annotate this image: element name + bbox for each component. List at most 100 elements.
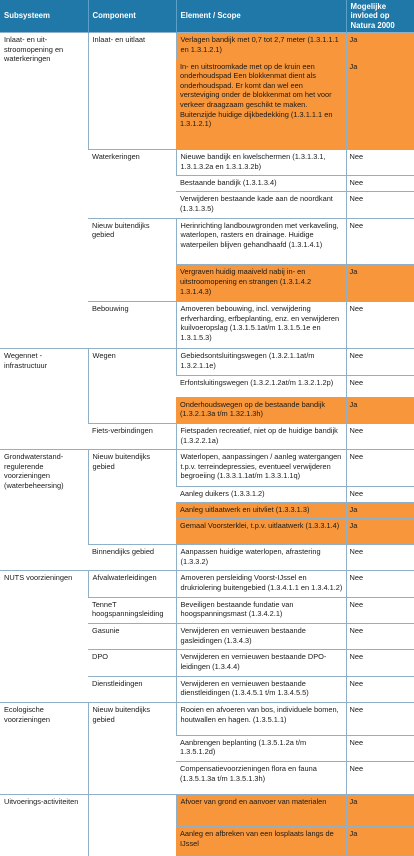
table-row: Compensatievoorzieningen flora en fauna …	[0, 761, 414, 795]
table-row: Onderhoudswegen op de bestaande bandijk …	[0, 396, 414, 424]
element-scope-cell: Amoveren persleiding Voorst-IJssel en dr…	[175, 570, 346, 598]
component-cell: Nieuw buitendijks gebied	[88, 217, 176, 302]
natura-effect-cell: Nee	[345, 761, 414, 795]
component-cell: Gasunie	[88, 623, 176, 650]
element-scope-cell: Waterlopen, aanpassingen / aanleg waterg…	[175, 449, 346, 487]
element-scope-cell: Rooien en afvoeren van bos, individuele …	[175, 702, 346, 736]
table-row: Uitvoerings-activiteiten Afvoer van grond…	[0, 793, 414, 856]
element-scope-cell: Gebiedsontsluitingswegen (1.3.2.1.1at/m …	[175, 348, 346, 376]
element-scope-cell: Onderhoudswegen op de bestaande bandijk …	[176, 396, 346, 424]
table-row: Aanleg uitlaatwerk en uitvliet (1.3.3.1.…	[0, 501, 414, 519]
natura-effect-cell: Nee	[345, 301, 414, 349]
subsystem-cell: Grondwaterstand-regulerende voorzieninge…	[0, 449, 88, 571]
element-scope-cell: Beveiligen bestaande fundatie van hoogsp…	[175, 596, 346, 624]
natura-effect-cell: Nee	[345, 191, 414, 219]
element-scope-cell: Amoveren bebouwing, incl. verwijdering e…	[175, 301, 346, 349]
table-row: Grondwaterstand-regulerende voorzieninge…	[0, 449, 414, 571]
table-row: Dienstleidingen Verwijderen en vernieuwen…	[0, 675, 414, 703]
component-cell: Dienstleidingen	[88, 675, 176, 703]
element-scope-cell: Afvoer van grond en aanvoer van material…	[175, 793, 346, 827]
natura-effect-cell: Ja	[345, 517, 414, 545]
table-row: Waterkeringen Nieuwe bandijk en kwelscher…	[0, 148, 414, 219]
table-row: In- en uitstroomkade met op de kruin een…	[0, 58, 414, 150]
natura-effect-cell: Nee	[345, 422, 414, 450]
element-scope-cell: Erfontsluitingswegen (1.3.2.1.2at/m 1.3.…	[176, 374, 346, 398]
table-row: TenneT hoogspanningsleiding Beveiligen be…	[0, 596, 414, 624]
table-row: Fiets-verbindingen Fietspaden recreatief,…	[0, 422, 414, 450]
table-body: Inlaat- en uit-stroomopening en waterker…	[0, 32, 414, 856]
table-row: Binnendijks gebied Aanpassen huidige wate…	[0, 543, 414, 571]
table-row: Gasunie Verwijderen en vernieuwen bestaan…	[0, 623, 414, 650]
element-scope-cell: Compensatievoorzieningen flora en fauna …	[176, 761, 346, 795]
element-scope-cell: Gemaal Voorsterklei, t.p.v. uitlaatwerk …	[176, 517, 346, 545]
table-row: Inlaat- en uit-stroomopening en waterker…	[0, 32, 414, 349]
element-scope-cell: Nieuwe bandijk en kwelschermen (1.3.1.3.…	[175, 148, 346, 176]
table-row: Gemaal Voorsterklei, t.p.v. uitlaatwerk …	[0, 517, 414, 545]
header-element-scope: Element / Scope	[176, 0, 347, 33]
element-scope-cell: Verwijderen en vernieuwen bestaande gasl…	[175, 623, 346, 650]
element-scope-cell: Herinrichting landbouwgronden met verkav…	[175, 217, 346, 265]
element-scope-cell: Verwijderen en vernieuwen bestaande dien…	[175, 675, 346, 703]
element-scope-cell: Fietspaden recreatief, niet op de huidig…	[175, 422, 346, 450]
natura-effect-cell: Ja	[345, 396, 414, 424]
component-cell	[87, 793, 176, 856]
table-row: Wegennet - infrastructuur Wegen Gebiedsont…	[0, 348, 414, 450]
table-row: DPO Verwijderen en vernieuwen bestaande D…	[0, 649, 414, 677]
component-cell: Afvalwaterleidingen	[87, 570, 176, 598]
natura-effect-cell: Ja	[345, 793, 414, 827]
element-scope-cell: Verwijderen bestaande kade aan de noordk…	[176, 191, 346, 219]
natura-effect-cell: Ja	[345, 58, 414, 150]
component-cell: Nieuw buitendijks gebied	[87, 702, 176, 795]
subsystem-cell: NUTS voorzieningen	[0, 570, 88, 703]
natura-effect-cell: Nee	[345, 148, 414, 176]
element-scope-cell: Verlagen bandijk met 0,7 tot 2,7 meter (…	[175, 32, 346, 60]
natura-effect-cell: Nee	[345, 449, 414, 487]
element-scope-cell: Aanleg uitlaatwerk en uitvliet (1.3.3.1.…	[176, 501, 346, 519]
table-row: Nieuw buitendijks gebied Herinrichting la…	[0, 217, 414, 302]
component-cell: Nieuw buitendijks gebied	[87, 449, 176, 545]
header-row: Subsysteem Component Element / Scope Mog…	[0, 0, 414, 33]
natura-effect-cell: Nee	[345, 348, 414, 376]
subsystem-cell: Uitvoerings-activiteiten	[0, 793, 88, 856]
header-natura-effect: Mogelijke invloed op Natura 2000	[346, 0, 414, 33]
component-cell: Inlaat- en uitlaat	[87, 32, 176, 150]
natura-effect-cell: Ja	[345, 826, 414, 856]
header-subsystem: Subsysteem	[0, 0, 89, 33]
subsystem-cell: Wegennet - infrastructuur	[0, 348, 88, 450]
subsystem-cell: Inlaat- en uit-stroomopening en waterker…	[0, 32, 88, 349]
natura-effect-cell: Nee	[345, 702, 414, 736]
table-row: Bebouwing Amoveren bebouwing, incl. verwi…	[0, 301, 414, 349]
subsystem-cell: Ecologische voorzieningen	[0, 702, 88, 795]
element-scope-cell: Aanbrengen beplanting (1.3.5.1.2a t/m 1.…	[176, 734, 346, 762]
natura-effect-cell: Nee	[345, 374, 414, 398]
table-row: Vergraven huidig maaiveld nabij in- en u…	[0, 264, 414, 302]
natura-effect-cell: Nee	[345, 734, 414, 762]
table-row: Ecologische voorzieningen Nieuw buitendij…	[0, 702, 414, 795]
element-scope-cell: Aanpassen huidige waterlopen, afrasterin…	[175, 543, 346, 571]
natura-effect-cell: Nee	[345, 217, 414, 265]
natura-effect-cell: Ja	[345, 32, 414, 60]
component-cell: Wegen	[87, 348, 176, 424]
component-cell: TenneT hoogspanningsleiding	[88, 596, 176, 624]
element-scope-cell: In- en uitstroomkade met op de kruin een…	[176, 58, 346, 150]
table-row: Aanbrengen beplanting (1.3.5.1.2a t/m 1.…	[0, 734, 414, 762]
natura-effect-cell: Ja	[345, 264, 414, 302]
natura-effect-cell: Nee	[345, 543, 414, 571]
natura-effect-cell: Nee	[345, 623, 414, 650]
component-cell: Fiets-verbindingen	[88, 422, 176, 450]
table-row: Bestaande bandijk (1.3.1.3.4) Nee	[0, 175, 414, 192]
component-cell: Bebouwing	[88, 301, 176, 349]
element-scope-cell: Vergraven huidig maaiveld nabij in- en u…	[176, 264, 346, 302]
component-cell: Waterkeringen	[88, 148, 176, 219]
table-row: Aanleg duikers (1.3.3.1.2) Nee	[0, 486, 414, 503]
natura-effect-cell: Nee	[345, 570, 414, 598]
table-row: Verwijderen bestaande kade aan de noordk…	[0, 191, 414, 219]
element-scope-cell: Verwijderen en vernieuwen bestaande DPO-…	[175, 649, 346, 677]
element-scope-cell: Aanleg duikers (1.3.3.1.2)	[176, 486, 346, 503]
element-scope-cell: Aanleg en afbreken van een losplaats lan…	[176, 826, 346, 856]
table-row: Aanleg en afbreken van een losplaats lan…	[0, 826, 414, 856]
natura-effect-cell: Nee	[345, 596, 414, 624]
table-row: NUTS voorzieningen Afvalwaterleidingen Amo…	[0, 570, 414, 703]
natura-effect-cell: Nee	[345, 486, 414, 503]
